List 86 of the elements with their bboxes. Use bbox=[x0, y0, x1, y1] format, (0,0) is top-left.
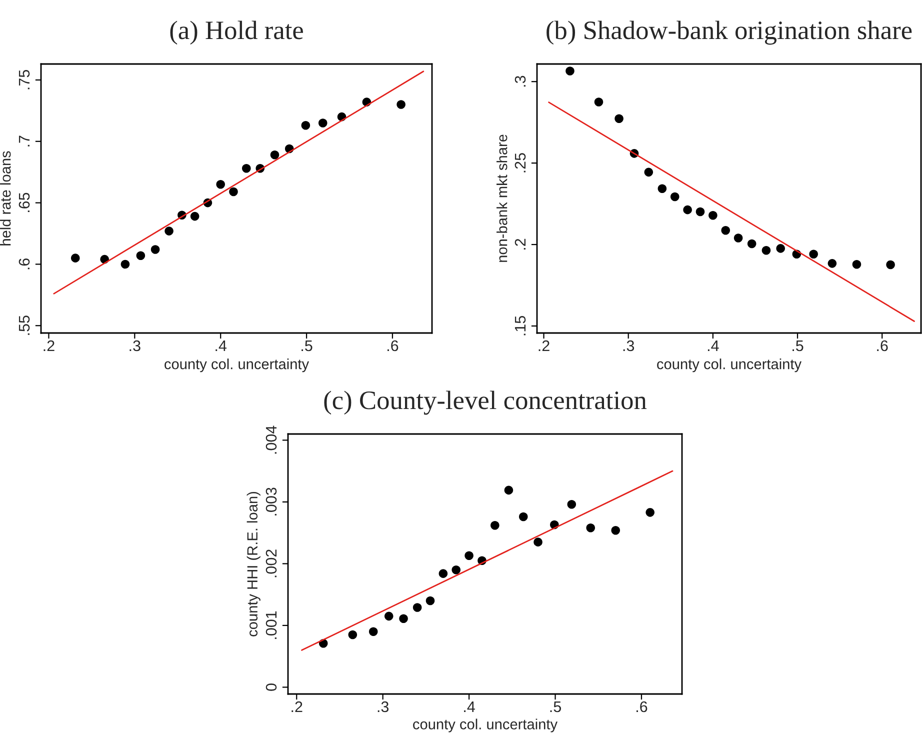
point bbox=[567, 500, 576, 509]
y-tick-label: .15 bbox=[514, 316, 526, 336]
y-tick-label: 0 bbox=[266, 684, 277, 691]
y-axis-title: held rate loans bbox=[0, 151, 11, 246]
point bbox=[534, 538, 542, 546]
y-axis-title: county HHI (R.E. loan) bbox=[246, 492, 260, 636]
x-tick-label: .4 bbox=[216, 340, 227, 352]
point bbox=[762, 246, 771, 255]
x-tick-label: .3 bbox=[378, 701, 389, 712]
x-tick-label: .5 bbox=[792, 340, 804, 352]
point bbox=[708, 210, 718, 220]
x-tick-label: .4 bbox=[708, 340, 719, 352]
point bbox=[611, 526, 620, 535]
point bbox=[348, 630, 358, 640]
x-axis-title: county col. uncertainty bbox=[413, 718, 558, 732]
point bbox=[518, 512, 528, 522]
y-tick-label: .001 bbox=[266, 611, 277, 639]
x-tick-label: .2 bbox=[292, 701, 302, 712]
point bbox=[828, 259, 837, 268]
point bbox=[809, 250, 818, 259]
point bbox=[776, 244, 785, 253]
point bbox=[301, 121, 310, 130]
point bbox=[586, 523, 596, 532]
x-tick-label: .2 bbox=[44, 340, 54, 352]
point bbox=[438, 569, 448, 578]
y-tick-label: .3 bbox=[514, 76, 526, 87]
point bbox=[464, 551, 474, 560]
point bbox=[594, 98, 604, 106]
point bbox=[646, 508, 654, 517]
x-axis-title: county col. uncertainty bbox=[657, 358, 802, 372]
point bbox=[412, 603, 422, 612]
x-tick-label: .5 bbox=[550, 702, 561, 712]
chart-title: (b) Shadow-bank origination share bbox=[546, 20, 912, 45]
x-tick-label: .6 bbox=[877, 340, 888, 352]
x-tick-label: .3 bbox=[623, 340, 634, 352]
point bbox=[747, 239, 756, 248]
y-tick-label: .003 bbox=[266, 488, 277, 516]
point bbox=[164, 226, 174, 236]
x-axis-title: county col. uncertainty bbox=[164, 358, 310, 372]
point bbox=[614, 114, 624, 123]
x-tick-label: .4 bbox=[464, 702, 475, 712]
point bbox=[229, 187, 238, 196]
y-tick-label: .75 bbox=[18, 70, 30, 90]
point bbox=[721, 226, 730, 235]
point bbox=[696, 207, 705, 216]
point bbox=[242, 164, 251, 173]
y-tick-label: .65 bbox=[18, 192, 30, 212]
point bbox=[670, 192, 680, 202]
y-tick-label: .2 bbox=[514, 238, 526, 250]
x-tick-label: .6 bbox=[636, 701, 648, 712]
point bbox=[384, 612, 394, 621]
point bbox=[396, 100, 406, 109]
point bbox=[886, 260, 895, 270]
point bbox=[504, 486, 514, 495]
point bbox=[644, 168, 654, 177]
y-tick-label: .55 bbox=[18, 316, 30, 335]
point bbox=[734, 234, 743, 242]
y-tick-label: .6 bbox=[18, 258, 30, 270]
x-tick-label: .6 bbox=[387, 340, 398, 352]
y-tick-label: .004 bbox=[266, 426, 277, 454]
y-tick-label: .002 bbox=[266, 550, 277, 578]
point bbox=[190, 212, 200, 221]
x-tick-label: .5 bbox=[302, 340, 312, 352]
point bbox=[399, 614, 408, 624]
y-axis-title: non-bank mkt share bbox=[496, 134, 508, 262]
point bbox=[658, 184, 667, 194]
point bbox=[490, 521, 500, 530]
point bbox=[368, 627, 378, 636]
point bbox=[318, 118, 328, 128]
point bbox=[566, 66, 574, 76]
chart-title: (a) Hold rate bbox=[170, 20, 303, 45]
y-tick-label: .25 bbox=[514, 153, 526, 172]
point bbox=[852, 260, 862, 269]
point bbox=[70, 254, 80, 262]
point bbox=[150, 245, 160, 254]
point bbox=[120, 260, 130, 269]
point bbox=[270, 150, 280, 160]
point bbox=[452, 565, 461, 574]
y-tick-label: .7 bbox=[18, 136, 30, 146]
x-tick-label: .3 bbox=[130, 340, 140, 352]
point bbox=[426, 596, 435, 606]
point bbox=[216, 180, 225, 189]
x-tick-label: .2 bbox=[538, 340, 550, 352]
point bbox=[136, 251, 146, 260]
point bbox=[683, 205, 692, 214]
chart-title: (c) County-level concentration bbox=[324, 390, 647, 415]
